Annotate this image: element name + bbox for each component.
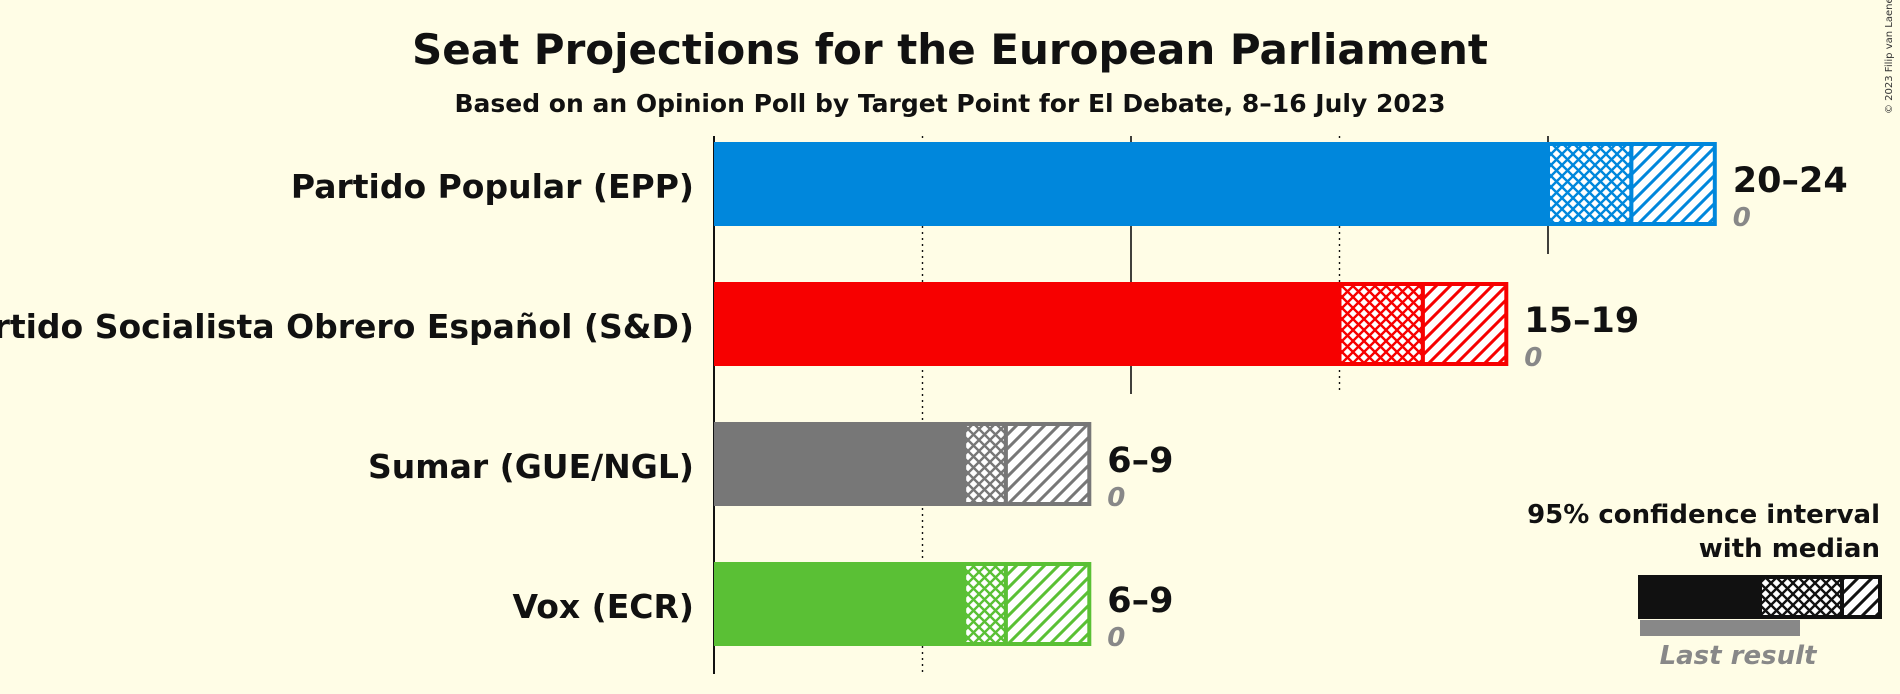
last-result-label: 0 [1733, 203, 1751, 233]
range-label: 6–9 [1107, 581, 1173, 621]
bar-row: Partido Popular (EPP) 20–240 [291, 142, 1848, 233]
legend-solid [1638, 575, 1760, 619]
bar-ci-lower [962, 422, 1008, 506]
last-result-label: 0 [1107, 623, 1125, 653]
legend-crosshatch [1758, 575, 1844, 619]
bar-solid [714, 282, 1340, 366]
last-result-label: 0 [1524, 343, 1542, 373]
category-label: Sumar (GUE/NGL) [368, 447, 694, 486]
range-label: 15–19 [1524, 301, 1639, 341]
chart-subtitle: Based on an Opinion Poll by Target Point… [454, 89, 1445, 118]
legend-last-result: Last result [1660, 641, 1818, 671]
bar-solid [714, 142, 1548, 226]
bar-ci-lower [962, 562, 1008, 646]
range-label: 6–9 [1107, 441, 1173, 481]
legend: 95% confidence interval with median Last… [1527, 500, 1882, 671]
bar-ci-upper [1003, 422, 1092, 506]
bar-ci-upper [1629, 142, 1717, 226]
category-label: Partido Socialista Obrero Español (S&D) [0, 307, 694, 346]
legend-line-1: 95% confidence interval [1527, 500, 1880, 530]
last-result-label: 0 [1107, 483, 1125, 513]
legend-diagonal [1840, 575, 1882, 619]
category-label: Vox (ECR) [512, 587, 694, 626]
chart-title: Seat Projections for the European Parlia… [412, 25, 1488, 74]
bar-ci-lower [1337, 282, 1425, 366]
legend-line-2: with median [1699, 534, 1880, 564]
bar-ci-lower [1546, 142, 1634, 226]
legend-bar [1638, 575, 1882, 636]
bar-row: Sumar (GUE/NGL) 6–90 [368, 422, 1174, 513]
bar-ci-upper [1003, 562, 1092, 646]
category-label: Partido Popular (EPP) [291, 167, 694, 206]
bar-row: Vox (ECR) 6–90 [512, 562, 1174, 653]
bar-row: Partido Socialista Obrero Español (S&D) 1… [0, 282, 1639, 373]
copyright: © 2023 Filip van Laenen [1884, 0, 1895, 114]
range-label: 20–24 [1733, 161, 1848, 201]
bar-solid [714, 422, 965, 506]
bar-ci-upper [1420, 282, 1509, 366]
legend-last-result-bar [1640, 620, 1800, 636]
bar-solid [714, 562, 965, 646]
